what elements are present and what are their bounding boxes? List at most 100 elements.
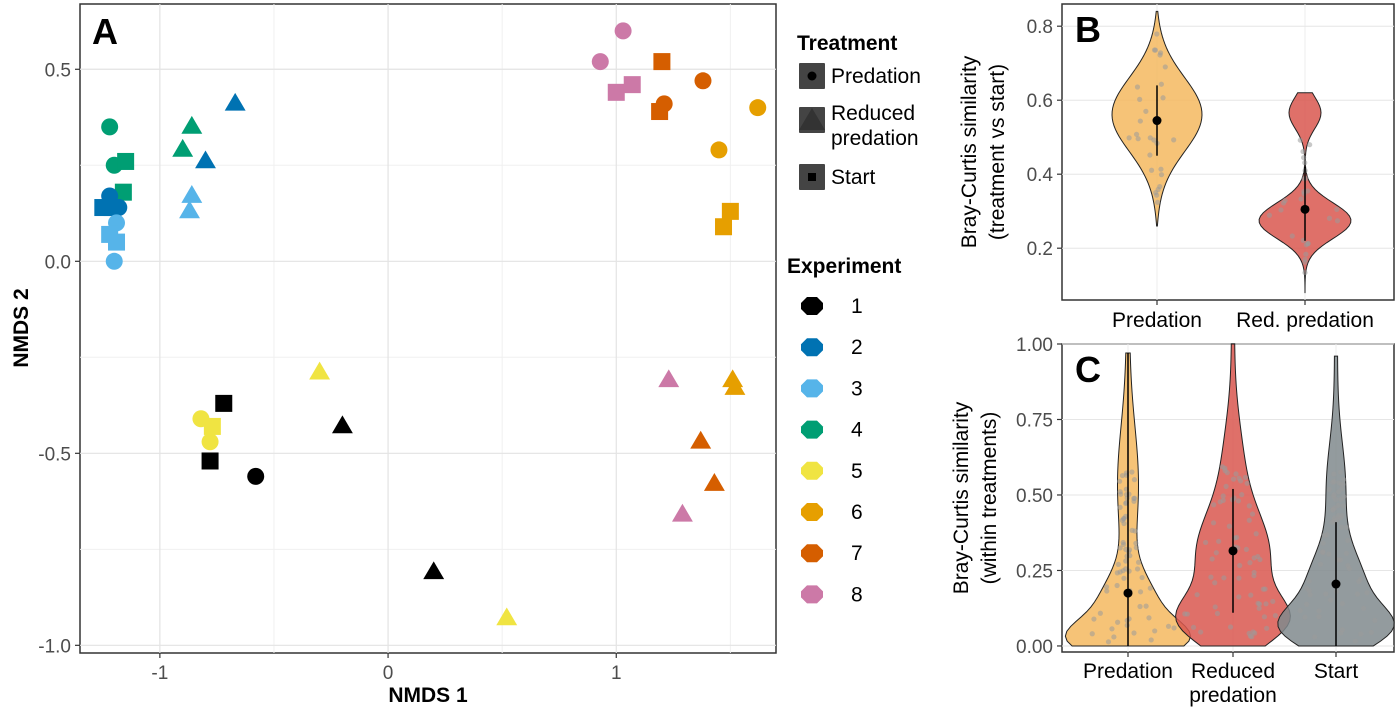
violin-dot [1147,585,1153,591]
violin-dot [1137,589,1144,595]
violin-dot [1137,118,1143,124]
point-exp8-circle [591,53,609,71]
violin-dot [1303,251,1309,257]
y-tick-label: 0.0 [45,252,71,273]
violin-dot [1244,480,1250,486]
violin-dot [1356,578,1362,585]
violin-dot [1152,628,1158,634]
point-exp3-circle [105,252,123,270]
violin-dot [1278,207,1284,213]
legend-experiment: Experiment 1 2 3 4 5 6 7 8 [787,255,901,606]
point-exp6-square [715,218,733,236]
violin-mean-point [1331,579,1341,589]
violin-dot [1104,588,1110,594]
violin-dot [1157,52,1163,58]
legend-experiment-label: 4 [851,419,863,442]
violin-dot [1343,524,1350,530]
violin-dot [1123,558,1129,564]
violin-dot [1133,131,1140,137]
violin-dot [1270,598,1276,605]
violin-dot [1154,199,1161,205]
violin-dot [1339,627,1345,633]
violin-dot [1319,549,1325,555]
point-exp4-square [114,183,132,201]
violin-dot [1132,495,1138,501]
legend-experiment-swatch [801,379,823,398]
violin-dot [1297,607,1303,614]
violin-dot [1190,624,1197,630]
x-tick-label: 0 [383,663,394,684]
violin-dot [1253,531,1259,537]
violin-dot [1212,580,1218,586]
violin-dot [1109,626,1115,632]
violin-dot [1171,137,1177,143]
violin-dot [1298,196,1304,202]
point-exp8-triangle [671,503,693,522]
violin-dot [1331,492,1337,498]
violin-dot [1341,494,1347,500]
violin-dot [1331,471,1337,477]
point-exp7-triangle [703,473,725,491]
violin-dot [1198,629,1204,635]
violin-dot [1255,600,1261,606]
point-exp7-square [651,103,669,121]
violin-dot [1158,172,1165,178]
point-exp3-triangle [179,200,200,219]
violin-dot [1133,540,1139,546]
violin-dot [1158,81,1164,87]
violin-dot [1146,615,1152,621]
violin-dot [1223,483,1229,489]
violin-dot [1222,465,1228,471]
violin-dot [1148,637,1154,643]
violin-dot [1246,517,1252,523]
violin-dot [1307,142,1313,148]
violin-dot [1306,578,1312,584]
point-exp1-circle [247,467,265,485]
violin-dot [1091,616,1097,622]
y-tick-label: 0.25 [1016,561,1053,582]
violin-dot [1300,148,1306,155]
violin-dot [1303,585,1310,591]
violin-dot [1210,520,1217,526]
panel-a-xlabel: NMDS 1 [388,684,468,707]
violin-dot [1239,492,1245,498]
violin-dot [1332,496,1339,502]
point-exp8-square [607,83,625,101]
violin-dot [1158,166,1164,172]
violin-dot [1117,545,1123,551]
point-exp7-square [653,53,671,71]
point-exp6-circle [749,99,767,117]
panel-label-a: A [92,11,118,52]
violin-dot [1246,503,1252,509]
violin-dot [1289,233,1295,239]
violin-dot [1148,167,1155,173]
violin-dot [1336,480,1342,486]
violin-dot [1346,565,1352,572]
violin-dot [1236,594,1242,600]
violin-dot [1143,108,1149,114]
y-tick-label: -0.5 [38,444,71,465]
violin-dot [1115,619,1121,625]
violin-dot [1280,200,1287,206]
panel-c-ylabel-line2: (within treatments) [978,412,1001,585]
violin-dot [1334,206,1340,212]
violin-dot [1316,614,1322,620]
violin-dot [1301,155,1307,161]
point-exp2-square [103,199,121,217]
panel-a-points [94,22,767,626]
violin-dot [1165,623,1172,629]
violin-dot [1111,634,1117,640]
violin-dot [1334,218,1341,224]
point-exp5-circle [201,433,219,451]
violin-dot [1160,95,1166,101]
point-exp1-square [201,452,219,470]
violin-dot [1248,592,1254,598]
violin-dot [1152,47,1159,53]
x-category-label: Predation [1083,660,1173,683]
panel-a-grid [80,4,776,653]
violin-dot [1097,610,1103,616]
point-exp6-triangle [724,377,746,395]
violin-dot [1137,96,1143,102]
panel-a-scatter: -1 0 1 0.5 0.0 -0.5 -1.0 A NMDS 1 NMDS 2 [10,3,777,707]
point-exp4-triangle [181,115,203,134]
